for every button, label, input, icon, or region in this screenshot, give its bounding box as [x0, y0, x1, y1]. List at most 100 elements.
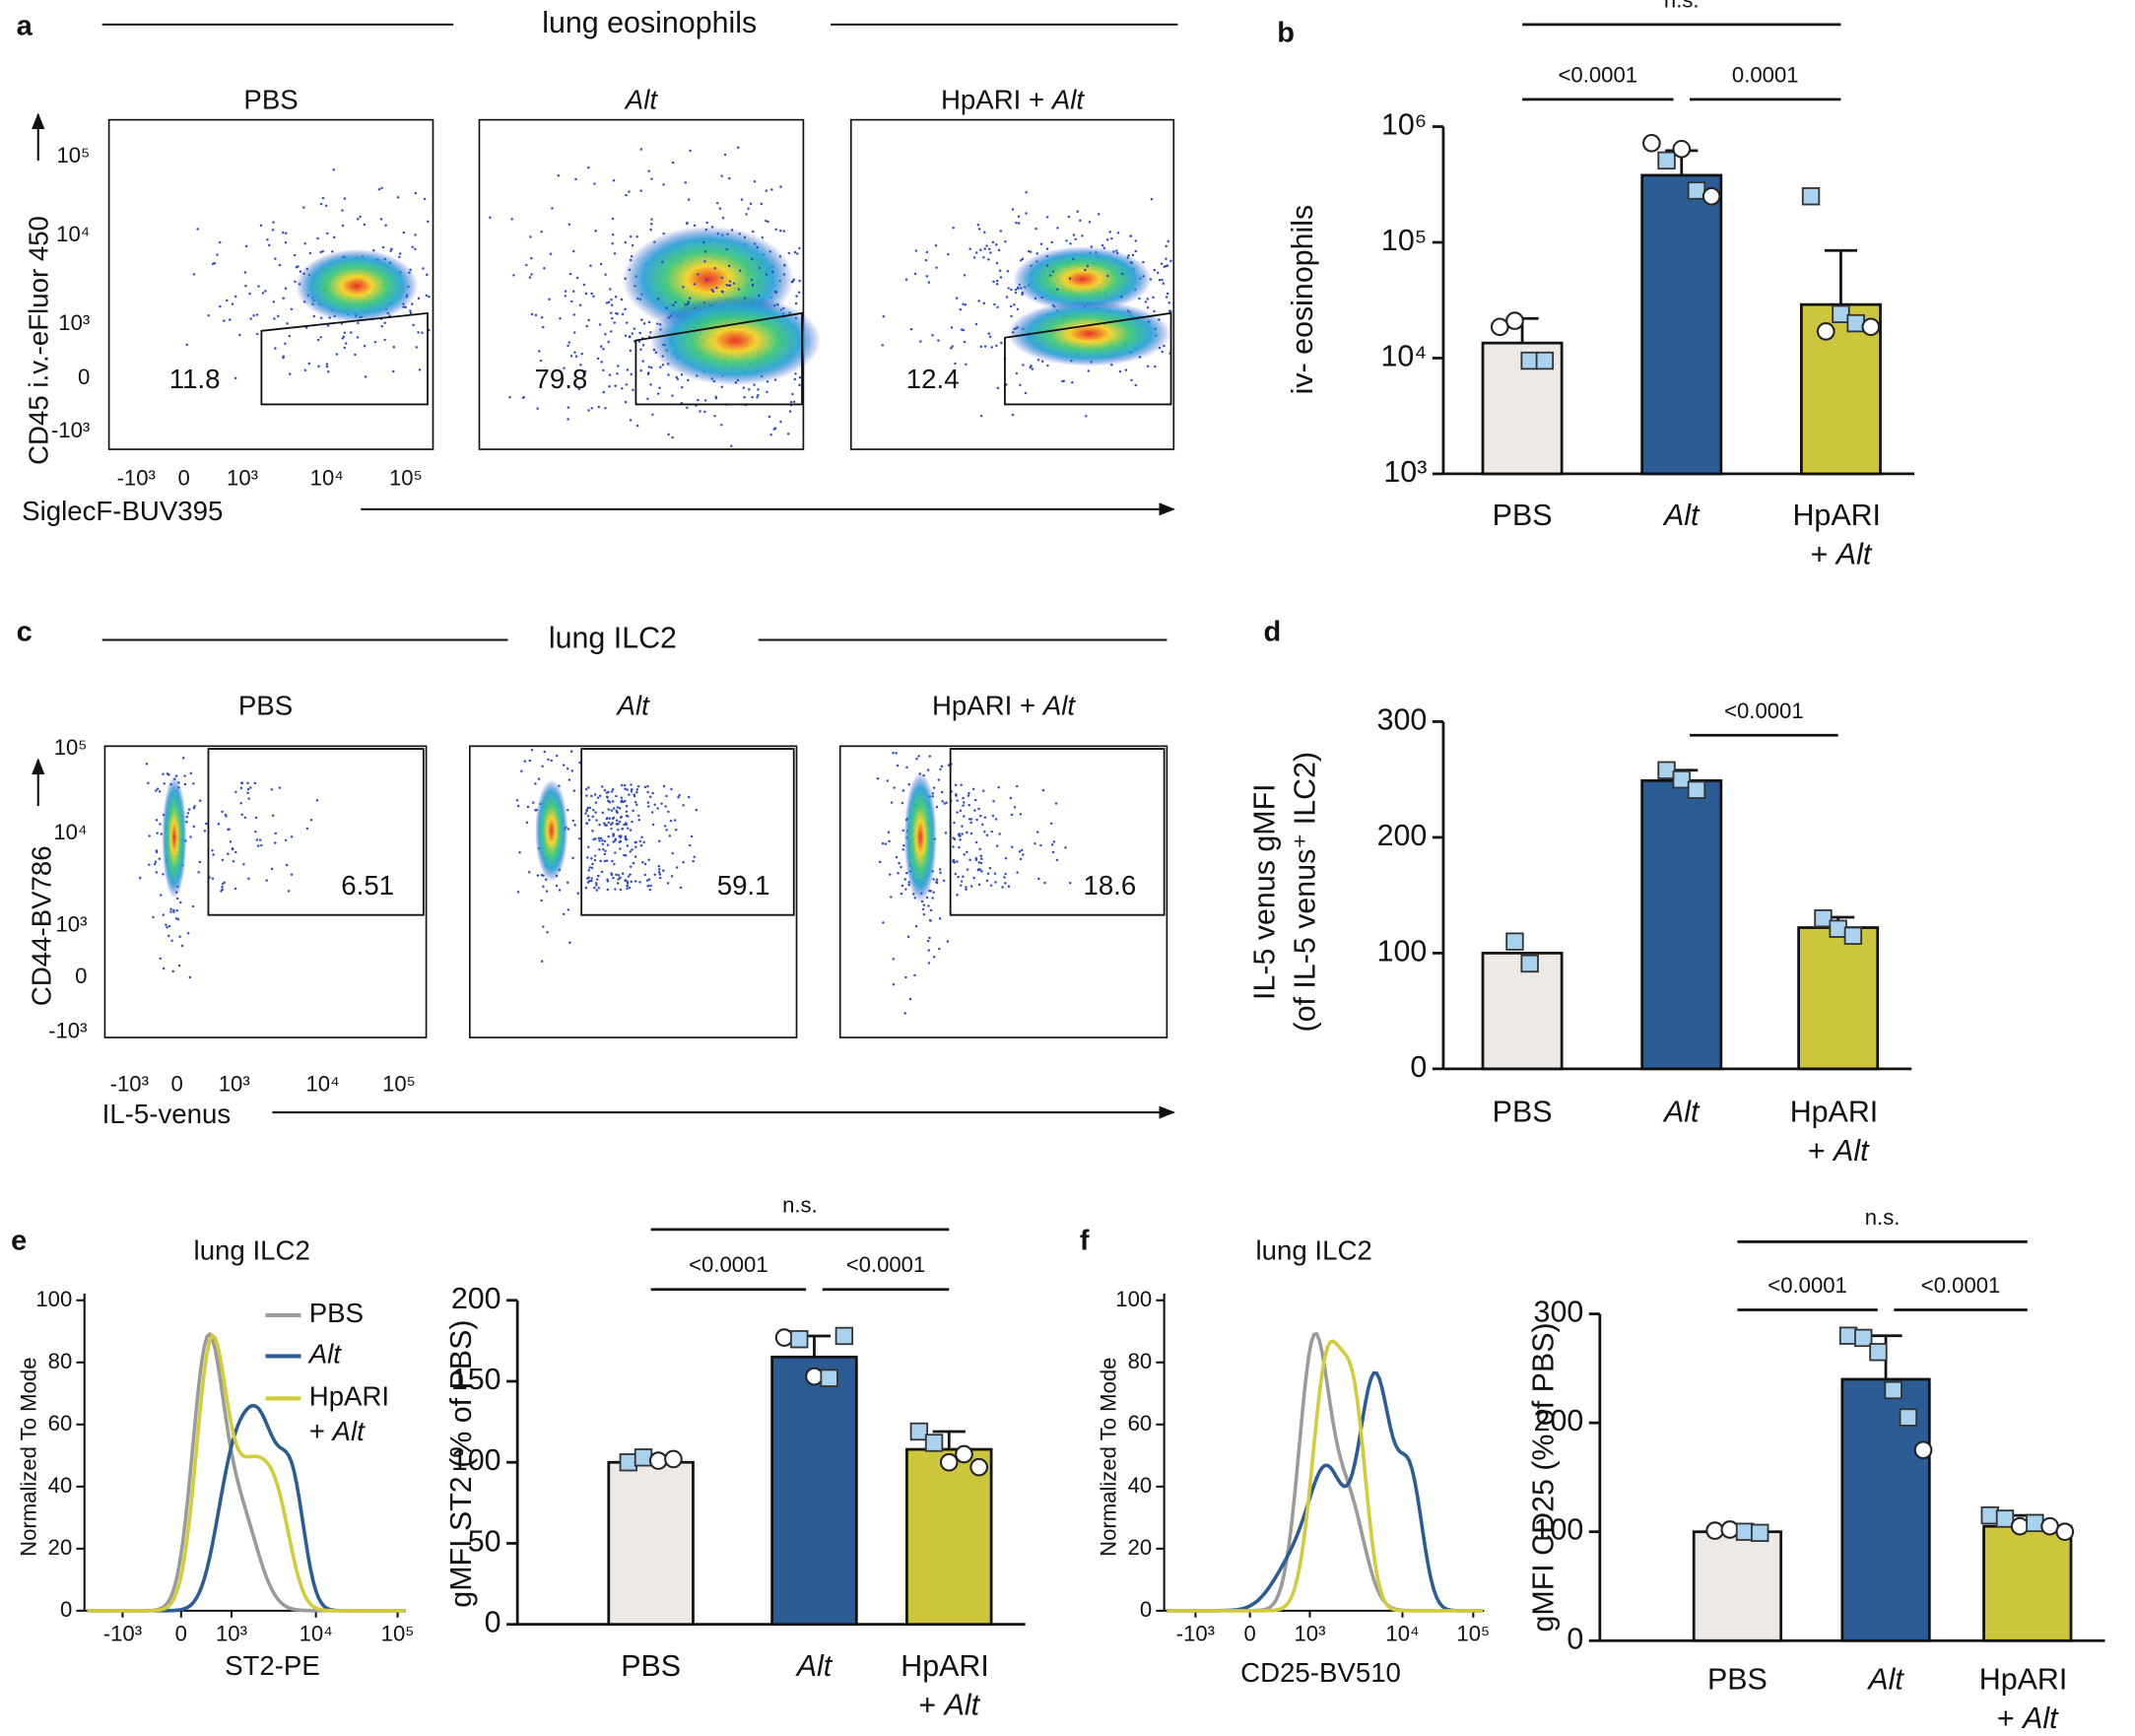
event-dot	[980, 870, 983, 873]
event-dot	[584, 292, 588, 296]
event-dot	[960, 783, 963, 786]
event-dot	[1007, 287, 1010, 290]
event-dot	[587, 166, 590, 169]
event-dot	[628, 190, 631, 193]
data-point	[1869, 1343, 1888, 1362]
event-dot	[951, 345, 954, 348]
event-dot	[377, 187, 381, 191]
event-dot	[967, 792, 970, 795]
event-dot	[256, 844, 260, 847]
event-dot	[192, 806, 196, 810]
y-tick-label: 0	[1140, 1597, 1152, 1622]
event-dot	[1158, 279, 1162, 282]
y-tick-label: 150	[451, 1363, 501, 1396]
event-dot	[621, 312, 625, 316]
event-dot	[657, 868, 661, 871]
y-tick-label: 10⁴	[1380, 339, 1427, 372]
event-dot	[1025, 212, 1028, 215]
event-dot	[629, 234, 633, 238]
event-dot	[575, 276, 579, 280]
event-dot	[303, 368, 307, 372]
event-dot	[649, 228, 652, 232]
event-dot	[249, 786, 252, 789]
y-axis-label: Normalized To Mode	[1096, 1358, 1120, 1557]
event-dot	[603, 824, 607, 827]
event-dot	[597, 874, 600, 878]
event-dot	[689, 843, 692, 847]
event-dot	[901, 789, 905, 792]
significance-label: <0.0001	[1921, 1273, 2001, 1298]
event-dot	[567, 828, 570, 831]
y-tick-label: 0	[75, 964, 87, 988]
event-dot	[611, 234, 615, 236]
event-dot	[637, 818, 640, 822]
event-dot	[373, 341, 377, 344]
event-dot	[537, 777, 541, 780]
event-dot	[539, 359, 543, 363]
event-dot	[197, 871, 200, 874]
data-point	[1899, 1408, 1918, 1427]
event-dot	[981, 823, 984, 827]
event-dot	[610, 809, 614, 812]
y-tick-label: 80	[48, 1349, 73, 1373]
event-dot	[647, 366, 651, 368]
histogram-title: lung ILC2	[1256, 1235, 1372, 1266]
event-dot	[255, 313, 259, 316]
event-dot	[662, 784, 666, 788]
event-dot	[601, 811, 605, 815]
data-point	[1816, 322, 1835, 341]
event-dot	[626, 884, 629, 888]
event-dot	[1010, 314, 1013, 318]
event-dot	[1134, 239, 1137, 242]
event-dot	[592, 295, 595, 298]
event-dot	[909, 328, 913, 331]
event-dot	[243, 271, 247, 274]
event-dot	[423, 197, 427, 201]
event-dot	[543, 267, 546, 270]
event-dot	[1011, 413, 1015, 417]
event-dot	[943, 802, 946, 805]
event-dot	[606, 880, 610, 883]
event-dot	[603, 852, 607, 856]
event-dot	[566, 881, 569, 885]
event-dot	[234, 887, 237, 891]
event-dot	[723, 153, 727, 157]
significance-label: <0.0001	[1768, 1273, 1847, 1298]
event-dot	[657, 871, 661, 874]
event-dot	[639, 148, 643, 151]
event-dot	[534, 809, 537, 812]
event-dot	[274, 832, 277, 835]
event-dot	[617, 878, 620, 881]
event-dot	[221, 883, 225, 886]
x-tick-label: HpARI + Alt	[901, 1649, 997, 1722]
data-point	[909, 1422, 929, 1441]
event-dot	[962, 302, 965, 305]
event-dot	[602, 390, 606, 394]
event-dot	[582, 283, 586, 287]
event-dot	[626, 844, 630, 847]
event-dot	[945, 801, 948, 805]
event-dot	[192, 782, 195, 785]
event-dot	[998, 833, 1001, 835]
event-dot	[774, 228, 777, 232]
event-dot	[944, 832, 948, 835]
event-dot	[305, 827, 309, 831]
event-dot	[629, 873, 632, 876]
event-dot	[1085, 415, 1088, 418]
event-dot	[1101, 243, 1104, 247]
event-dot	[961, 833, 964, 835]
event-dot	[1130, 378, 1133, 382]
x-tick-label: PBS	[1493, 499, 1553, 532]
event-dot	[604, 333, 607, 336]
plot-frame	[103, 745, 428, 1038]
event-dot	[786, 433, 790, 435]
event-dot	[638, 839, 642, 843]
event-dot	[556, 754, 559, 758]
event-dot	[658, 873, 662, 876]
event-dot	[163, 782, 166, 785]
event-dot	[627, 815, 630, 818]
event-dot	[625, 193, 628, 197]
density-blob	[535, 779, 568, 882]
histogram-curve	[1167, 1331, 1483, 1613]
event-dot	[979, 814, 982, 818]
